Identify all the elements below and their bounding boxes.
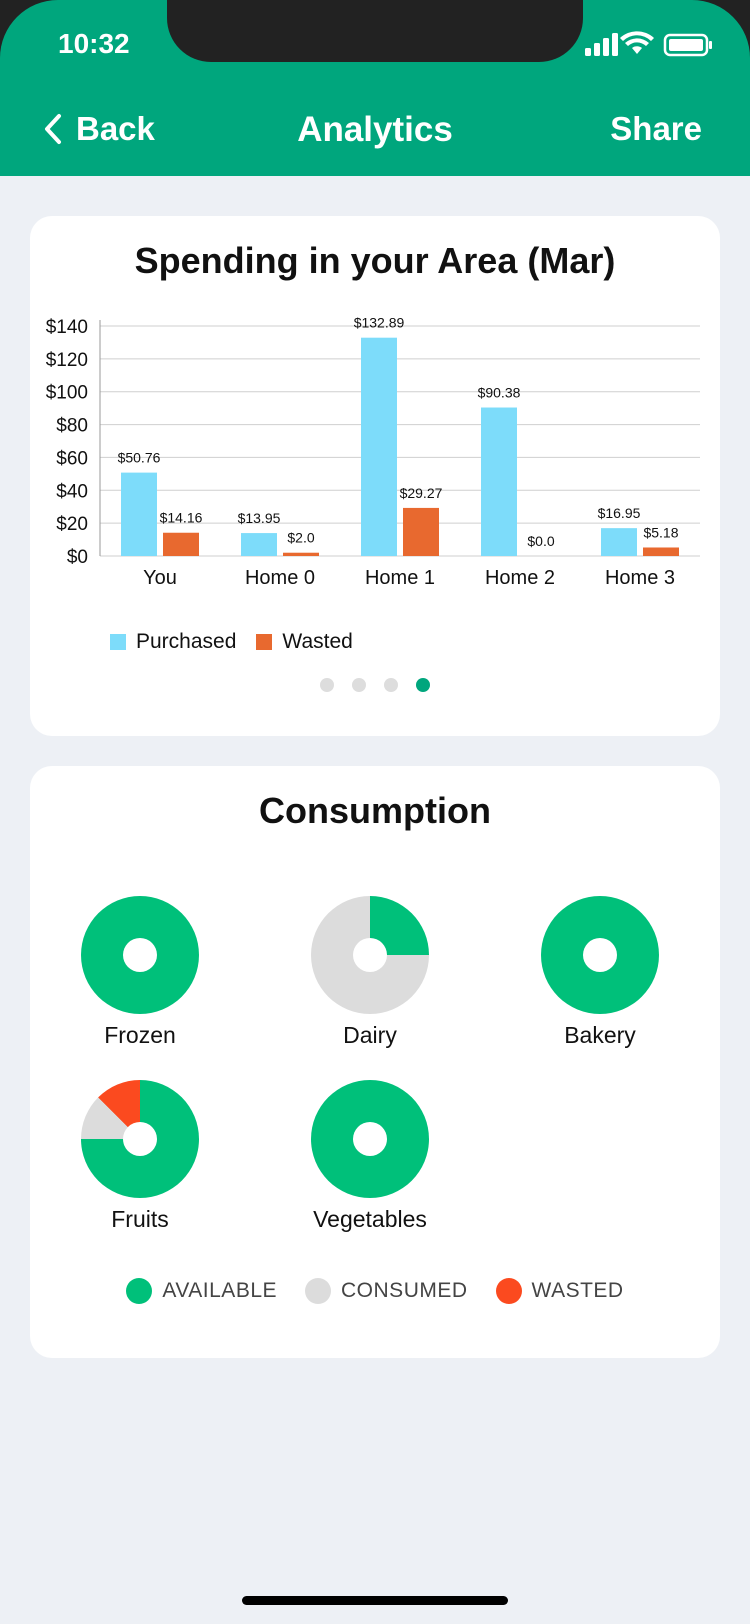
device-notch bbox=[167, 0, 583, 62]
bar-value-label: $90.38 bbox=[478, 385, 521, 401]
bar-purchased bbox=[121, 472, 157, 556]
bar-value-label: $14.16 bbox=[160, 510, 203, 526]
page-indicator bbox=[30, 678, 720, 692]
consumed-dot bbox=[305, 1278, 332, 1304]
home-indicator bbox=[242, 1596, 508, 1605]
donut-hole bbox=[353, 1122, 387, 1156]
donut-ring bbox=[311, 1080, 429, 1198]
legend-swatch-wasted bbox=[256, 634, 273, 650]
y-tick-label: $100 bbox=[46, 383, 88, 404]
spending-bar-chart: $0 $20 $40 $60 $80 $100 $120 $140 $50.76 $14.16 Yo… bbox=[46, 315, 700, 589]
donut-label: Fruits bbox=[111, 1206, 169, 1232]
donut-label: Dairy bbox=[343, 1022, 397, 1048]
donut-ring bbox=[81, 896, 199, 1014]
wasted-dot bbox=[495, 1278, 522, 1304]
bar-purchased bbox=[601, 528, 637, 556]
header-bar: 10:32 Back Analytics Share bbox=[0, 0, 750, 176]
bar-value-label: $5.18 bbox=[643, 524, 678, 540]
bar-value-label: $29.27 bbox=[400, 485, 443, 501]
legend-consumed: CONSUMED bbox=[305, 1278, 468, 1304]
wifi-icon bbox=[620, 31, 654, 54]
legend-label-wasted: Wasted bbox=[282, 630, 353, 653]
y-tick-label: $40 bbox=[56, 481, 88, 502]
signal-icon bbox=[585, 33, 618, 56]
donut-hole bbox=[123, 938, 157, 972]
page-dot-3[interactable] bbox=[384, 678, 398, 692]
donut-ring bbox=[81, 1080, 199, 1198]
bar-value-label: $0.0 bbox=[527, 533, 554, 549]
donut-label: Vegetables bbox=[313, 1206, 427, 1232]
legend-swatch-purchased bbox=[110, 634, 126, 650]
status-icons bbox=[585, 31, 712, 57]
consumption-card: Consumption Frozen Dairy Bakery Fruits Veget… bbox=[30, 766, 720, 1358]
spending-title: Spending in your Area (Mar) bbox=[134, 240, 616, 281]
legend-available-label: AVAILABLE bbox=[162, 1279, 278, 1302]
bar-value-label: $50.76 bbox=[118, 450, 161, 466]
donut-ring bbox=[311, 896, 429, 1014]
consumption-legend: AVAILABLE CONSUMED WASTED bbox=[30, 1278, 720, 1304]
bar-wasted bbox=[163, 532, 199, 556]
y-tick-label: $60 bbox=[56, 448, 88, 469]
bar-wasted bbox=[643, 547, 679, 556]
donut-frozen[interactable]: Frozen bbox=[50, 896, 230, 1049]
bar-purchased bbox=[241, 533, 277, 556]
x-tick-label: Home 3 bbox=[605, 567, 675, 589]
page-dot-1[interactable] bbox=[320, 678, 334, 692]
x-tick-label: You bbox=[143, 567, 177, 589]
status-time: 10:32 bbox=[58, 28, 130, 59]
y-tick-label: $0 bbox=[67, 547, 88, 568]
donut-label: Frozen bbox=[104, 1022, 176, 1048]
spending-card[interactable]: Spending in your Area (Mar) $0 $20 $40 $60 $… bbox=[30, 216, 720, 736]
y-tick-label: $120 bbox=[46, 350, 88, 371]
available-dot bbox=[126, 1278, 153, 1304]
bar-value-label: $132.89 bbox=[354, 315, 405, 331]
page-title: Analytics bbox=[297, 110, 453, 149]
back-button[interactable]: Back bbox=[42, 110, 155, 148]
donut-hole bbox=[353, 938, 387, 972]
donut-vegetables[interactable]: Vegetables bbox=[280, 1080, 460, 1233]
x-tick-label: Home 1 bbox=[365, 567, 435, 589]
back-label: Back bbox=[76, 110, 155, 147]
bar-value-label: $13.95 bbox=[238, 510, 281, 526]
x-tick-label: Home 2 bbox=[485, 567, 555, 589]
bar-purchased bbox=[361, 337, 397, 556]
x-tick-label: Home 0 bbox=[245, 567, 315, 589]
chevron-left-icon bbox=[45, 114, 61, 144]
donut-hole bbox=[123, 1122, 157, 1156]
donut-dairy[interactable]: Dairy bbox=[280, 896, 460, 1049]
share-button[interactable]: Share bbox=[610, 110, 702, 147]
donut-ring bbox=[541, 896, 659, 1014]
y-tick-label: $20 bbox=[56, 514, 88, 535]
donut-hole bbox=[583, 938, 617, 972]
page-dot-4[interactable] bbox=[416, 678, 430, 692]
donut-label: Bakery bbox=[564, 1022, 636, 1048]
spending-legend: Purchased Wasted bbox=[110, 630, 353, 654]
bar-wasted bbox=[283, 552, 319, 556]
bar-value-label: $2.0 bbox=[287, 530, 314, 546]
bar-purchased bbox=[481, 407, 517, 556]
battery-icon bbox=[663, 33, 712, 57]
page-dot-2[interactable] bbox=[352, 678, 366, 692]
legend-wasted-label: WASTED bbox=[531, 1279, 624, 1302]
bar-wasted bbox=[403, 507, 439, 556]
y-tick-label: $140 bbox=[46, 317, 88, 338]
donut-fruits[interactable]: Fruits bbox=[50, 1080, 230, 1233]
donut-bakery[interactable]: Bakery bbox=[510, 896, 690, 1049]
legend-wasted: WASTED bbox=[495, 1278, 624, 1304]
y-tick-label: $80 bbox=[56, 416, 88, 437]
bar-value-label: $16.95 bbox=[598, 505, 641, 521]
legend-available: AVAILABLE bbox=[126, 1278, 277, 1304]
legend-consumed-label: CONSUMED bbox=[341, 1279, 468, 1302]
legend-label-purchased: Purchased bbox=[136, 630, 237, 653]
consumption-title: Consumption bbox=[259, 790, 491, 831]
